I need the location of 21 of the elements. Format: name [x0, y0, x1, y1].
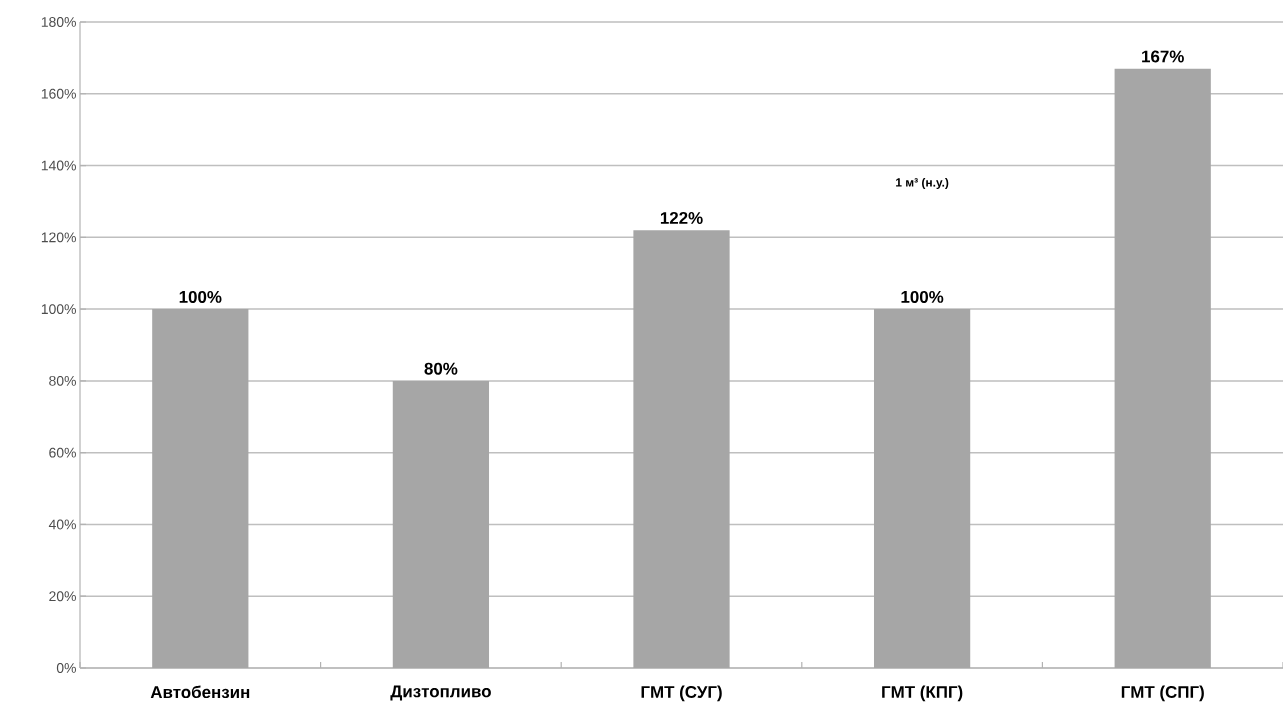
x-tick-label: ГМТ (СУГ)	[641, 685, 722, 702]
y-tick-label: 60%	[49, 447, 76, 458]
x-tick-label: ГМТ (СПГ)	[1121, 685, 1204, 702]
y-tick-label: 160%	[41, 88, 76, 99]
y-tick-label: 120%	[41, 232, 76, 243]
data-label: 100%	[179, 290, 222, 303]
y-tick-label: 40%	[48, 519, 76, 530]
data-label: 122%	[660, 211, 703, 224]
y-tick-label: 140%	[41, 160, 76, 171]
x-tick-label: Дизтопливо	[390, 685, 491, 701]
data-label: 80%	[424, 362, 458, 375]
y-tick-label: 180%	[41, 17, 76, 27]
data-label: 167%	[1142, 50, 1184, 63]
y-tick-label: 0%	[56, 663, 76, 673]
x-tick-label: ГМТ (КПГ)	[882, 685, 963, 702]
y-tick-label: 80%	[49, 375, 76, 386]
annotation: 1 м³ (н.у.)	[896, 177, 949, 190]
y-tick-label: 20%	[49, 591, 76, 602]
data-label: 100%	[901, 290, 944, 303]
y-tick-label: 100%	[41, 304, 76, 315]
x-tick-label: Автобензин	[150, 685, 250, 699]
